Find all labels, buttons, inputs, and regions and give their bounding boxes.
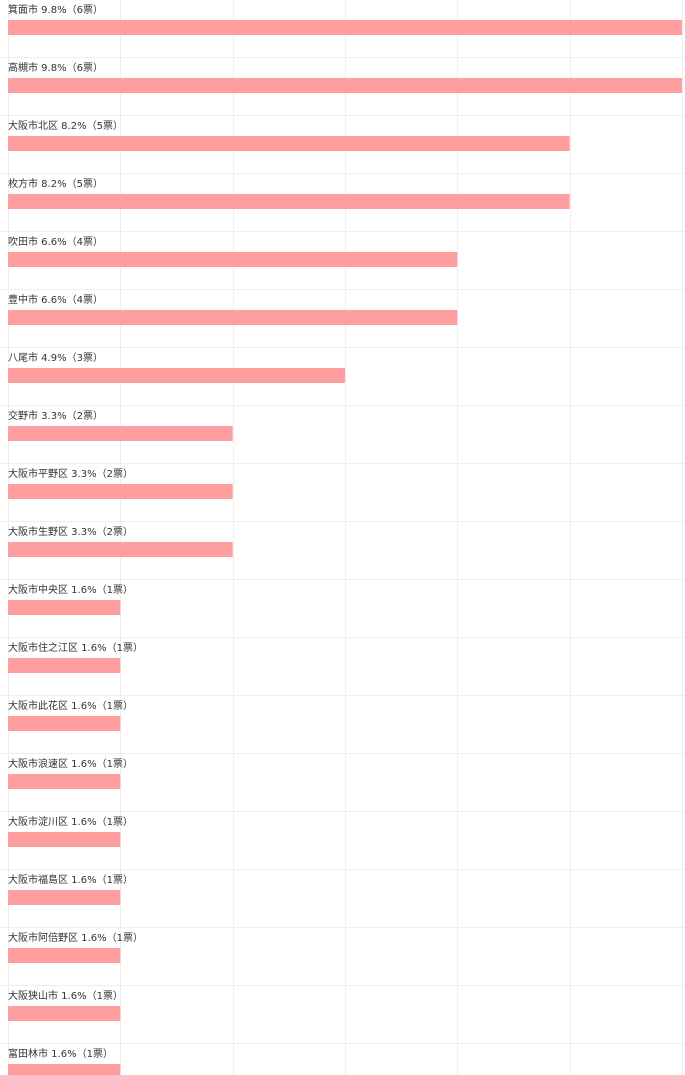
bar — [8, 600, 121, 615]
bar-label: 箕面市 9.8%（6票） — [8, 3, 103, 16]
bar-label: 大阪市生野区 3.3%（2票） — [8, 525, 133, 538]
bar — [8, 542, 233, 557]
bar-label: 大阪市此花区 1.6%（1票） — [8, 699, 133, 712]
bar-label: 枚方市 8.2%（5票） — [8, 177, 103, 190]
bar-label: 豊中市 6.6%（4票） — [8, 293, 103, 306]
bar-label: 大阪市北区 8.2%（5票） — [8, 119, 123, 132]
bar — [8, 368, 345, 383]
bar — [8, 484, 233, 499]
bar — [8, 78, 682, 93]
bar-label: 大阪市平野区 3.3%（2票） — [8, 467, 133, 480]
bar-label: 大阪市福島区 1.6%（1票） — [8, 873, 133, 886]
bar-labels: 箕面市 9.8%（6票） 高槻市 9.8%（6票） 大阪市北区 8.2%（5票） 枚方… — [8, 3, 143, 1060]
bar — [8, 948, 121, 963]
bar-label: 吹田市 6.6%（4票） — [8, 235, 103, 248]
bar — [8, 716, 121, 731]
bar-label: 富田林市 1.6%（1票） — [8, 1047, 113, 1060]
bar — [8, 774, 121, 789]
bar-label: 大阪市淀川区 1.6%（1票） — [8, 815, 133, 828]
bar — [8, 310, 458, 325]
bar-label: 大阪市浪速区 1.6%（1票） — [8, 757, 133, 770]
bar — [8, 1006, 121, 1021]
bar — [8, 1064, 121, 1075]
bar-label: 八尾市 4.9%（3票） — [8, 351, 103, 364]
bar-label: 大阪市住之江区 1.6%（1票） — [8, 641, 143, 654]
bar-label: 大阪市阿倍野区 1.6%（1票） — [8, 931, 143, 944]
bar-label: 大阪市中央区 1.6%（1票） — [8, 583, 133, 596]
bar-label: 交野市 3.3%（2票） — [8, 409, 103, 422]
bar — [8, 832, 121, 847]
bars — [8, 20, 682, 1075]
bar-label: 高槻市 9.8%（6票） — [8, 61, 103, 74]
bar — [8, 194, 570, 209]
bar — [8, 20, 682, 35]
bar — [8, 136, 570, 151]
bar — [8, 252, 458, 267]
bar — [8, 426, 233, 441]
bar — [8, 658, 121, 673]
bar-label: 大阪狭山市 1.6%（1票） — [8, 989, 123, 1002]
bar — [8, 890, 121, 905]
